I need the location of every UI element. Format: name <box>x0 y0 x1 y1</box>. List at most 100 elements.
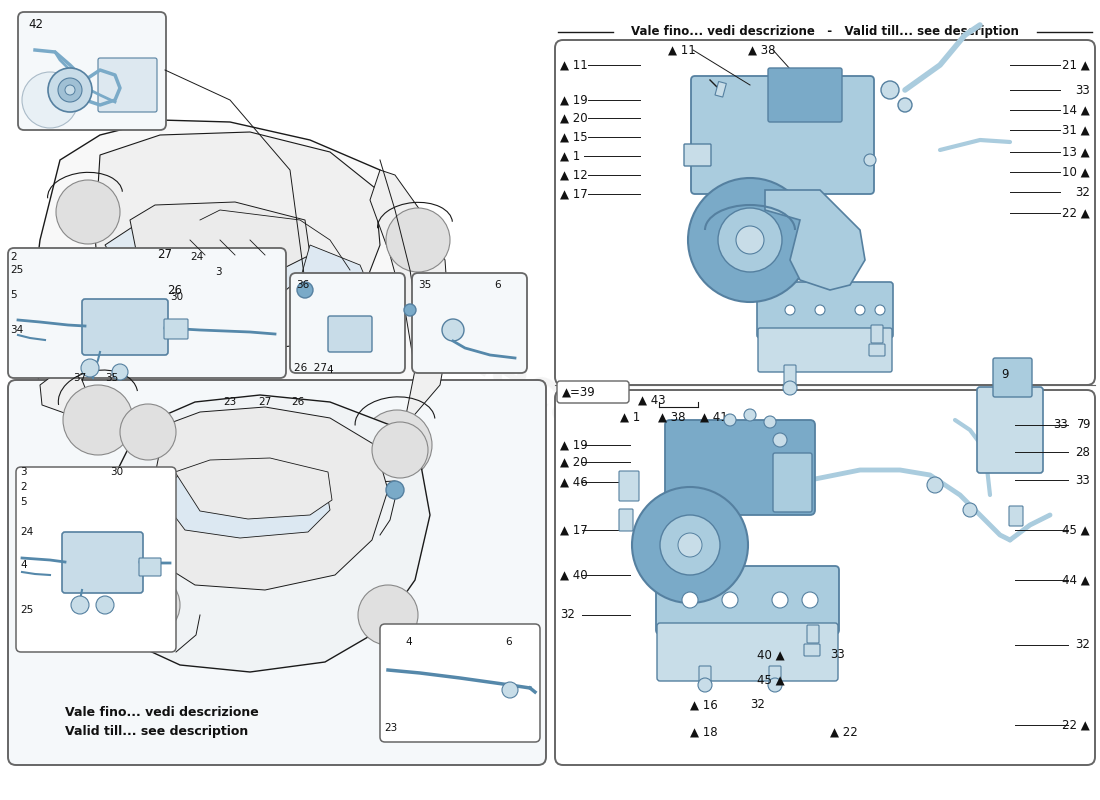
Text: 45 ▲: 45 ▲ <box>1063 523 1090 537</box>
FancyBboxPatch shape <box>1009 506 1023 526</box>
FancyBboxPatch shape <box>698 666 711 686</box>
FancyBboxPatch shape <box>758 328 892 372</box>
FancyBboxPatch shape <box>768 68 842 122</box>
FancyBboxPatch shape <box>691 76 874 194</box>
Polygon shape <box>130 202 310 272</box>
Text: 34: 34 <box>10 325 23 335</box>
Polygon shape <box>95 132 380 355</box>
Text: 45 ▲: 45 ▲ <box>758 674 785 686</box>
Circle shape <box>874 305 886 315</box>
FancyBboxPatch shape <box>871 325 883 343</box>
Text: 33: 33 <box>1076 474 1090 486</box>
Text: 32: 32 <box>1075 638 1090 651</box>
Circle shape <box>855 305 865 315</box>
Text: Vale fino... vedi descrizione: Vale fino... vedi descrizione <box>65 706 258 719</box>
Text: Valid till... see description: Valid till... see description <box>65 726 249 738</box>
FancyBboxPatch shape <box>290 273 405 373</box>
Circle shape <box>65 85 75 95</box>
FancyBboxPatch shape <box>657 623 838 681</box>
Text: ▲ 11: ▲ 11 <box>668 43 695 57</box>
FancyBboxPatch shape <box>869 344 886 356</box>
Circle shape <box>744 409 756 421</box>
Circle shape <box>442 319 464 341</box>
Circle shape <box>724 414 736 426</box>
Text: ▲ 20: ▲ 20 <box>560 455 587 469</box>
Text: 32: 32 <box>1075 186 1090 198</box>
Text: 5: 5 <box>10 290 16 300</box>
Polygon shape <box>300 245 375 322</box>
Text: 31 ▲: 31 ▲ <box>1063 123 1090 137</box>
Text: ▲ 20: ▲ 20 <box>560 111 587 125</box>
Text: 28: 28 <box>1075 446 1090 458</box>
Text: 33: 33 <box>1054 418 1068 431</box>
Text: 35: 35 <box>104 373 119 383</box>
FancyBboxPatch shape <box>666 420 815 515</box>
Circle shape <box>881 81 899 99</box>
Circle shape <box>736 226 764 254</box>
Circle shape <box>962 503 977 517</box>
Text: 30: 30 <box>110 467 123 477</box>
Text: 32: 32 <box>560 609 575 622</box>
Text: 14 ▲: 14 ▲ <box>1063 103 1090 117</box>
Polygon shape <box>30 120 450 492</box>
Text: 4: 4 <box>327 365 333 375</box>
Text: ▲ 11: ▲ 11 <box>560 58 587 71</box>
Polygon shape <box>100 395 430 672</box>
Circle shape <box>404 304 416 316</box>
Text: ▲ 43: ▲ 43 <box>638 394 666 406</box>
Polygon shape <box>155 468 330 538</box>
Circle shape <box>22 72 78 128</box>
FancyBboxPatch shape <box>8 380 546 765</box>
Text: ▲ 22: ▲ 22 <box>830 726 858 738</box>
Circle shape <box>112 364 128 380</box>
Text: ▲ 19: ▲ 19 <box>560 438 587 451</box>
Text: 6: 6 <box>494 280 501 290</box>
Circle shape <box>386 208 450 272</box>
FancyBboxPatch shape <box>773 453 812 512</box>
Text: 27: 27 <box>157 249 173 262</box>
Text: 22 ▲: 22 ▲ <box>1063 718 1090 731</box>
FancyBboxPatch shape <box>139 558 161 576</box>
Circle shape <box>718 208 782 272</box>
Text: ▲ 40: ▲ 40 <box>560 569 587 582</box>
Circle shape <box>678 533 702 557</box>
FancyBboxPatch shape <box>977 387 1043 473</box>
Text: ▲ 1: ▲ 1 <box>620 410 640 423</box>
Text: ▲ 17: ▲ 17 <box>560 523 587 537</box>
Text: 10 ▲: 10 ▲ <box>1063 166 1090 178</box>
Text: 42: 42 <box>28 18 43 31</box>
Text: 4: 4 <box>20 560 26 570</box>
Text: 36: 36 <box>296 280 309 290</box>
Text: 26  27: 26 27 <box>294 363 327 373</box>
Text: 3: 3 <box>214 267 221 277</box>
Circle shape <box>632 487 748 603</box>
FancyBboxPatch shape <box>557 381 629 403</box>
FancyBboxPatch shape <box>784 365 796 389</box>
Circle shape <box>48 68 92 112</box>
Circle shape <box>660 515 720 575</box>
Circle shape <box>63 385 133 455</box>
Circle shape <box>864 154 876 166</box>
FancyBboxPatch shape <box>8 248 286 378</box>
Circle shape <box>96 596 114 614</box>
Polygon shape <box>148 407 388 590</box>
FancyBboxPatch shape <box>807 625 820 643</box>
Text: 23: 23 <box>384 723 397 733</box>
Text: 9: 9 <box>1082 418 1090 431</box>
Circle shape <box>56 180 120 244</box>
Polygon shape <box>104 218 310 300</box>
Text: 24: 24 <box>190 252 204 262</box>
Circle shape <box>386 481 404 499</box>
Text: 27: 27 <box>258 397 272 407</box>
Text: 30: 30 <box>170 292 183 302</box>
Text: ▲ 19: ▲ 19 <box>560 94 587 106</box>
FancyBboxPatch shape <box>328 316 372 352</box>
Text: ▲ 38: ▲ 38 <box>748 43 775 57</box>
FancyBboxPatch shape <box>412 273 527 373</box>
Text: 40 ▲: 40 ▲ <box>758 649 785 662</box>
Text: 37: 37 <box>73 373 86 383</box>
Polygon shape <box>40 370 90 415</box>
Text: 2: 2 <box>20 482 26 492</box>
Text: 26: 26 <box>167 283 183 297</box>
Circle shape <box>802 592 818 608</box>
